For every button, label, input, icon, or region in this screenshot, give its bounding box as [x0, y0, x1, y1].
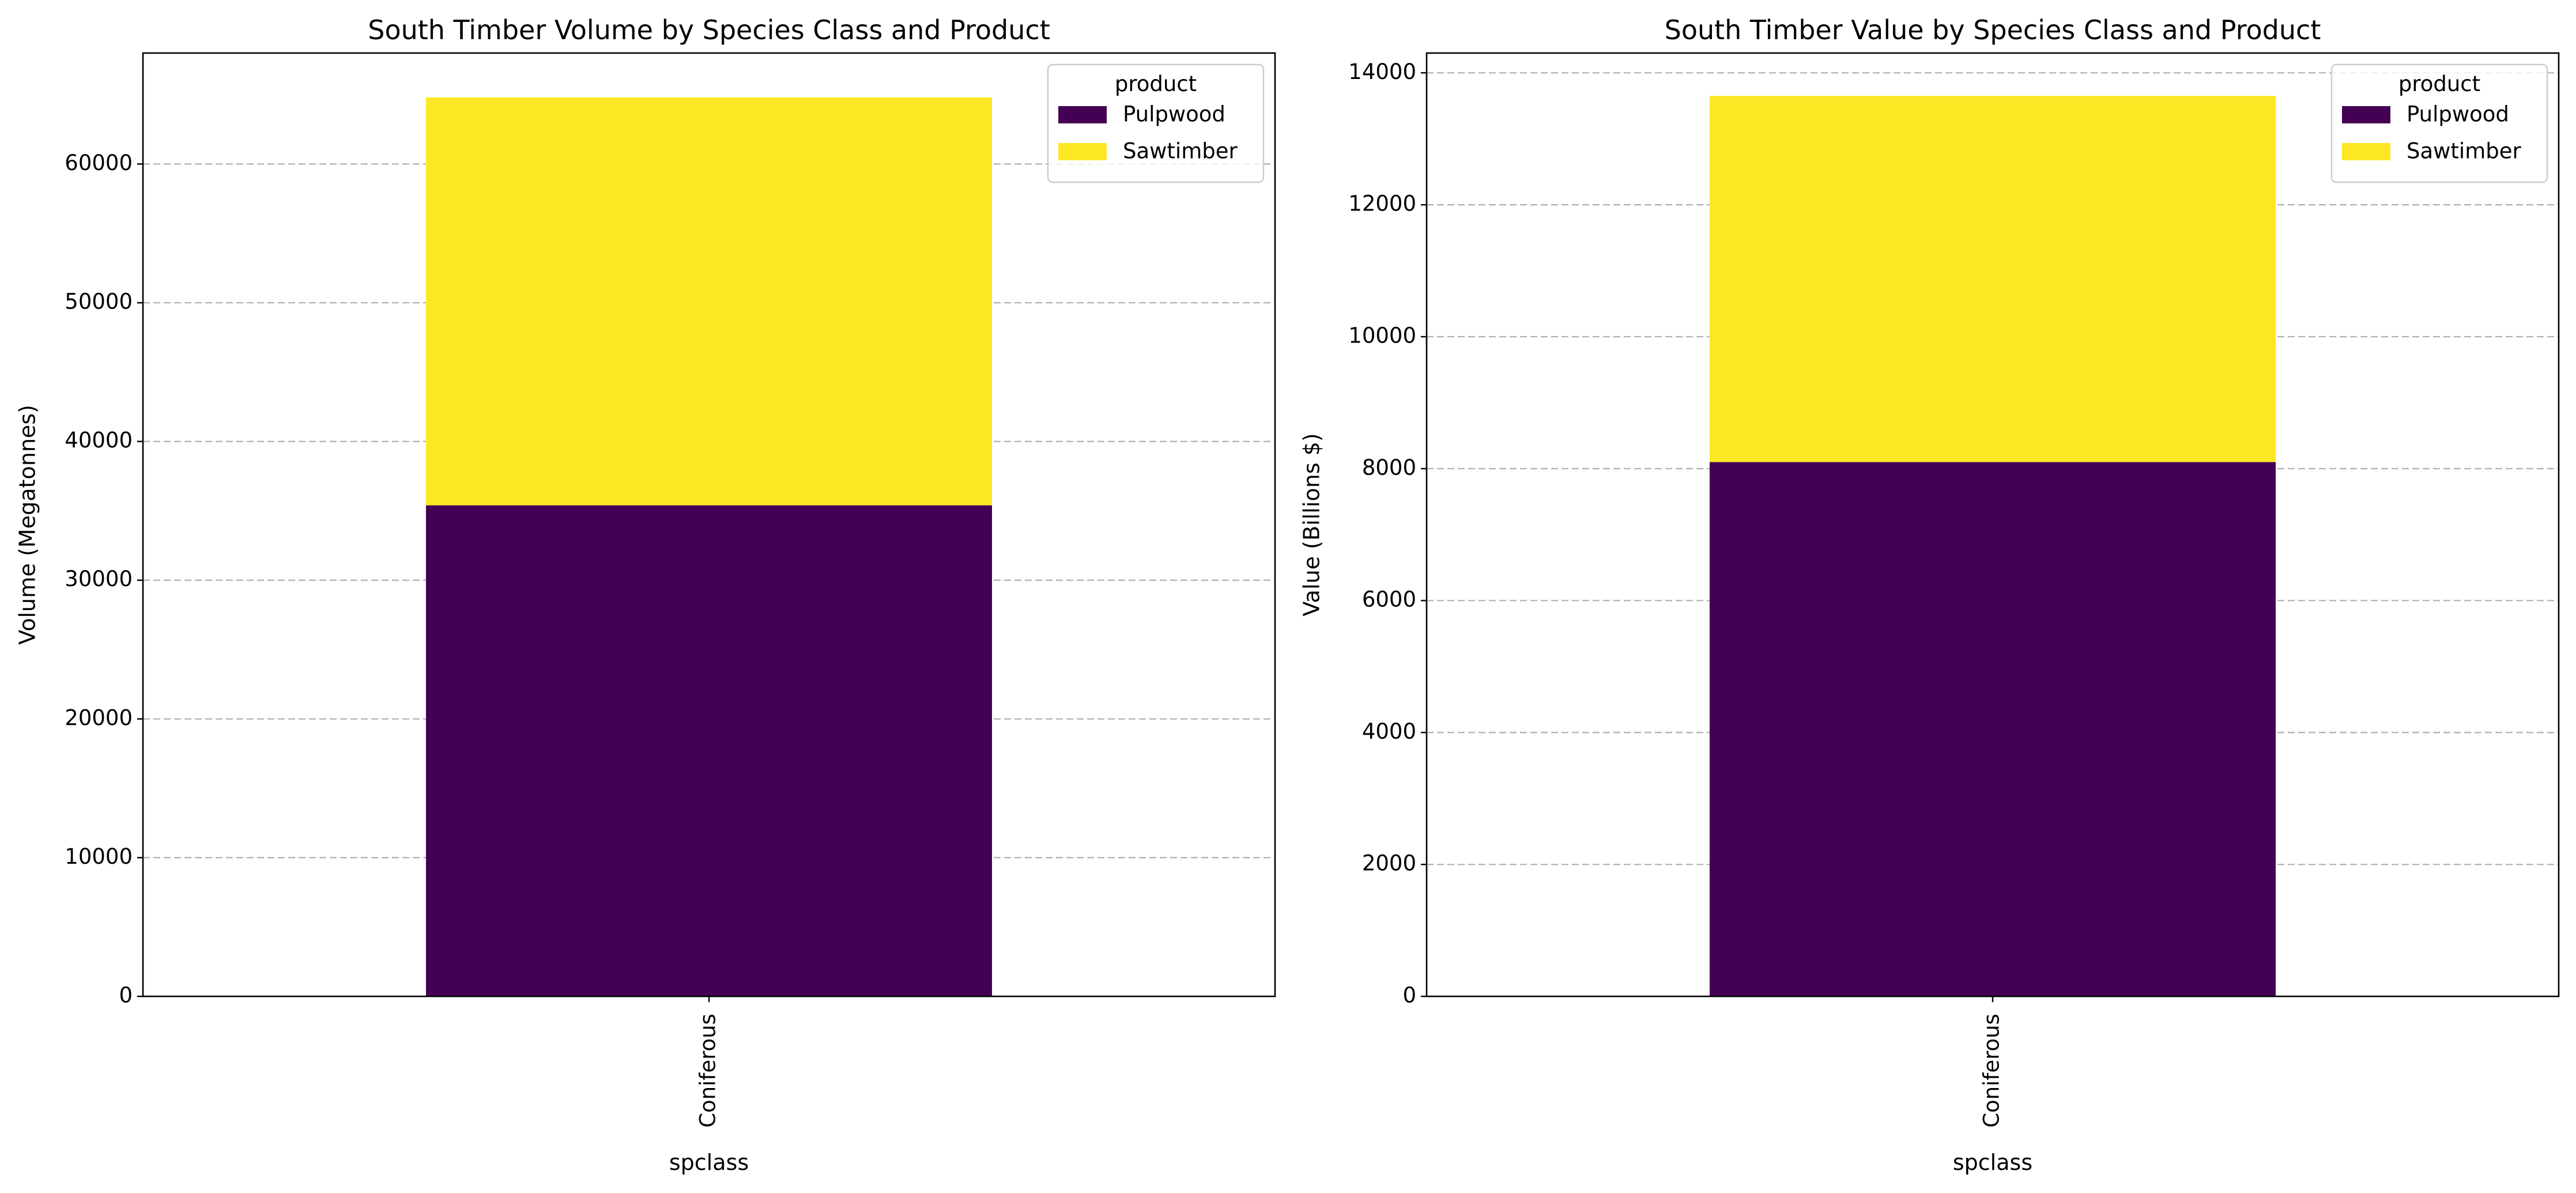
chart-panel-1: Coniferous 0 10000 20000 30000 40000 50000 6000…	[15, 14, 1276, 1175]
chart-panel-2: Coniferous 0 2000 4000 6000 8000 10000 12000 140…	[1299, 14, 2560, 1175]
y-tick-label: 14000	[1348, 59, 1416, 84]
legend-swatch-pulpwood	[2342, 106, 2390, 123]
legend-title: product	[1115, 71, 1197, 96]
x-tick-label: Coniferous	[696, 1014, 721, 1128]
y-axis-label: Volume (Megatonnes)	[15, 405, 40, 645]
y-tick-label: 10000	[65, 844, 133, 869]
y-tick-label: 2000	[1362, 851, 1416, 876]
plot-frame	[142, 52, 1276, 998]
x-axis-label: spclass	[1953, 1150, 2032, 1175]
legend: product Pulpwood Sawtimber	[1047, 63, 1265, 183]
y-tick-label: 50000	[65, 289, 133, 314]
y-tick-label: 12000	[1348, 191, 1416, 216]
y-tick-label: 30000	[65, 567, 133, 592]
bar-pulpwood-coniferous	[426, 505, 992, 996]
bar-sawtimber-coniferous	[1710, 96, 2276, 462]
y-tick-label: 0	[1402, 983, 1416, 1008]
legend-label-sawtimber: Sawtimber	[2407, 139, 2522, 164]
y-tick-label: 4000	[1362, 719, 1416, 744]
bar-pulpwood-coniferous	[1710, 462, 2276, 996]
y-tick-label: 20000	[65, 705, 133, 730]
x-axis-label: spclass	[669, 1150, 749, 1175]
chart-title: South Timber Value by Species Class and …	[1665, 14, 2321, 46]
y-tick-label: 60000	[65, 150, 133, 175]
bar-sawtimber-coniferous	[426, 97, 992, 506]
legend-swatch-sawtimber	[1058, 143, 1107, 160]
legend-swatch-pulpwood	[1058, 106, 1107, 123]
legend: product Pulpwood Sawtimber	[2330, 63, 2548, 183]
legend-label-pulpwood: Pulpwood	[2407, 102, 2509, 127]
legend-label-pulpwood: Pulpwood	[1123, 102, 1225, 127]
y-tick-label: 40000	[65, 428, 133, 453]
plot-frame	[1425, 52, 2560, 998]
legend-swatch-sawtimber	[2342, 143, 2390, 160]
y-tick-label: 0	[119, 983, 133, 1008]
chart-title: South Timber Volume by Species Class and…	[368, 14, 1050, 46]
legend-label-sawtimber: Sawtimber	[1123, 139, 1238, 164]
y-tick-label: 8000	[1362, 455, 1416, 480]
y-axis-label: Value (Billions $)	[1299, 433, 1325, 616]
y-tick-label: 6000	[1362, 587, 1416, 612]
legend-title: product	[2398, 71, 2480, 96]
x-tick-label: Coniferous	[1979, 1014, 2004, 1128]
y-tick-label: 10000	[1348, 323, 1416, 348]
